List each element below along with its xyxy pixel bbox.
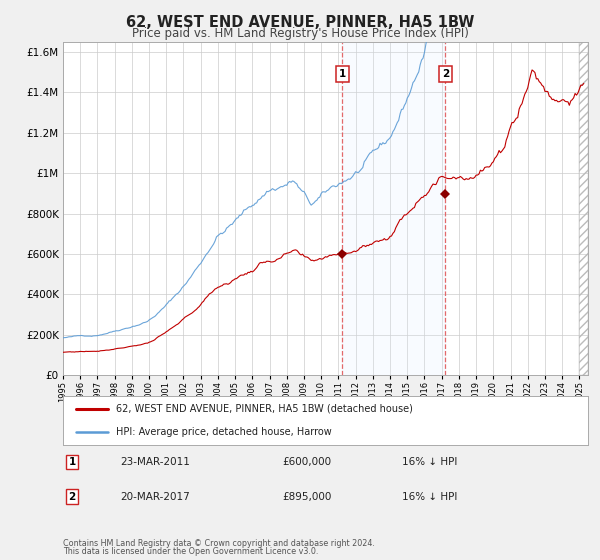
Text: 16% ↓ HPI: 16% ↓ HPI: [402, 457, 457, 467]
Text: 62, WEST END AVENUE, PINNER, HA5 1BW (detached house): 62, WEST END AVENUE, PINNER, HA5 1BW (de…: [115, 404, 412, 414]
Bar: [580, 42, 588, 375]
Text: 1: 1: [338, 69, 346, 80]
Text: £600,000: £600,000: [282, 457, 331, 467]
Text: 20-MAR-2017: 20-MAR-2017: [120, 492, 190, 502]
Text: 2: 2: [68, 492, 76, 502]
Text: This data is licensed under the Open Government Licence v3.0.: This data is licensed under the Open Gov…: [63, 547, 319, 556]
Text: 23-MAR-2011: 23-MAR-2011: [120, 457, 190, 467]
Text: 62, WEST END AVENUE, PINNER, HA5 1BW: 62, WEST END AVENUE, PINNER, HA5 1BW: [126, 15, 474, 30]
Text: 16% ↓ HPI: 16% ↓ HPI: [402, 492, 457, 502]
Text: 1: 1: [68, 457, 76, 467]
Text: Contains HM Land Registry data © Crown copyright and database right 2024.: Contains HM Land Registry data © Crown c…: [63, 539, 375, 548]
Text: HPI: Average price, detached house, Harrow: HPI: Average price, detached house, Harr…: [115, 427, 331, 437]
Text: Price paid vs. HM Land Registry's House Price Index (HPI): Price paid vs. HM Land Registry's House …: [131, 27, 469, 40]
Bar: [342, 42, 445, 375]
Text: £895,000: £895,000: [282, 492, 331, 502]
Text: 2: 2: [442, 69, 449, 80]
